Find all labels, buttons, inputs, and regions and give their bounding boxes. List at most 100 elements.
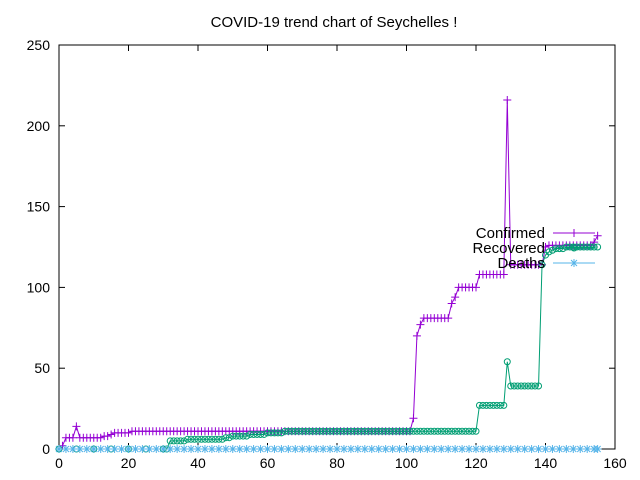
data-point xyxy=(288,427,296,435)
data-point xyxy=(507,382,515,390)
data-point xyxy=(239,432,247,440)
data-point xyxy=(472,283,480,292)
data-point xyxy=(412,331,421,340)
data-point xyxy=(330,427,338,435)
data-point xyxy=(187,435,195,443)
data-point xyxy=(214,445,223,453)
data-point xyxy=(256,445,265,453)
legend-label-recovered: Recovered xyxy=(472,240,545,257)
data-point xyxy=(274,429,282,437)
data-point xyxy=(221,445,230,453)
data-point xyxy=(535,382,543,390)
data-point xyxy=(96,445,105,453)
data-point xyxy=(475,401,483,409)
data-point xyxy=(170,437,178,445)
data-point xyxy=(448,427,456,435)
data-point xyxy=(336,427,344,435)
data-point xyxy=(211,435,219,443)
x-tick-label: 140 xyxy=(534,455,558,471)
data-point xyxy=(68,433,77,442)
data-point xyxy=(309,427,317,435)
data-point xyxy=(177,437,185,445)
data-point xyxy=(340,427,348,435)
data-point xyxy=(124,428,133,437)
data-point xyxy=(298,427,306,435)
data-point xyxy=(166,437,174,445)
data-point xyxy=(180,445,189,453)
data-point xyxy=(506,445,515,453)
data-point xyxy=(187,445,196,453)
data-point xyxy=(145,445,154,453)
data-point xyxy=(61,445,70,453)
data-point xyxy=(277,445,286,453)
data-point xyxy=(513,445,522,453)
data-point xyxy=(472,427,480,435)
data-point xyxy=(458,427,466,435)
data-point xyxy=(249,445,258,453)
data-point xyxy=(131,445,140,453)
y-tick-label: 0 xyxy=(42,441,50,457)
data-point xyxy=(444,314,453,323)
data-point xyxy=(580,243,588,251)
data-point xyxy=(374,445,383,453)
y-tick-label: 100 xyxy=(27,279,51,295)
data-point xyxy=(316,427,324,435)
data-point xyxy=(354,427,362,435)
data-point xyxy=(593,445,602,453)
x-tick-label: 160 xyxy=(603,455,627,471)
data-point xyxy=(503,358,511,366)
data-point xyxy=(409,445,418,453)
data-point xyxy=(346,445,355,453)
data-point xyxy=(451,293,460,302)
y-tick-label: 150 xyxy=(27,199,51,215)
data-point xyxy=(368,427,376,435)
data-point xyxy=(107,430,116,439)
data-point xyxy=(326,427,334,435)
data-point xyxy=(465,445,474,453)
data-point xyxy=(541,445,550,453)
data-point xyxy=(302,427,310,435)
data-point xyxy=(82,445,91,453)
data-point xyxy=(402,445,411,453)
data-point xyxy=(514,382,522,390)
data-point xyxy=(194,445,202,453)
data-point xyxy=(333,427,341,435)
data-point xyxy=(548,445,557,453)
data-point xyxy=(305,427,313,435)
data-point xyxy=(166,445,175,453)
data-point xyxy=(319,427,327,435)
data-point xyxy=(492,445,501,453)
data-point xyxy=(232,432,240,440)
data-point xyxy=(284,445,293,453)
data-point xyxy=(246,430,254,438)
data-point xyxy=(385,427,393,435)
data-point xyxy=(469,427,477,435)
data-point xyxy=(371,427,379,435)
data-point xyxy=(228,445,237,453)
data-point xyxy=(590,243,598,251)
data-point xyxy=(89,445,98,453)
data-point xyxy=(396,427,404,435)
data-point xyxy=(312,427,320,435)
data-point xyxy=(465,427,473,435)
data-point xyxy=(378,427,386,435)
data-point xyxy=(531,382,539,390)
y-tick-label: 50 xyxy=(34,360,50,376)
data-point xyxy=(295,427,303,435)
data-point xyxy=(409,414,418,423)
data-point xyxy=(517,382,525,390)
data-point xyxy=(218,435,226,443)
legend-label-deaths: Deaths xyxy=(497,255,545,272)
data-point xyxy=(333,445,341,453)
data-point xyxy=(360,445,369,453)
legend-label-confirmed: Confirmed xyxy=(476,225,545,242)
data-point xyxy=(326,445,335,453)
data-point xyxy=(388,445,397,453)
data-point xyxy=(569,445,578,453)
data-point xyxy=(117,445,126,453)
data-point xyxy=(420,427,428,435)
data-point xyxy=(545,248,553,256)
data-point xyxy=(389,427,397,435)
data-point xyxy=(347,427,355,435)
